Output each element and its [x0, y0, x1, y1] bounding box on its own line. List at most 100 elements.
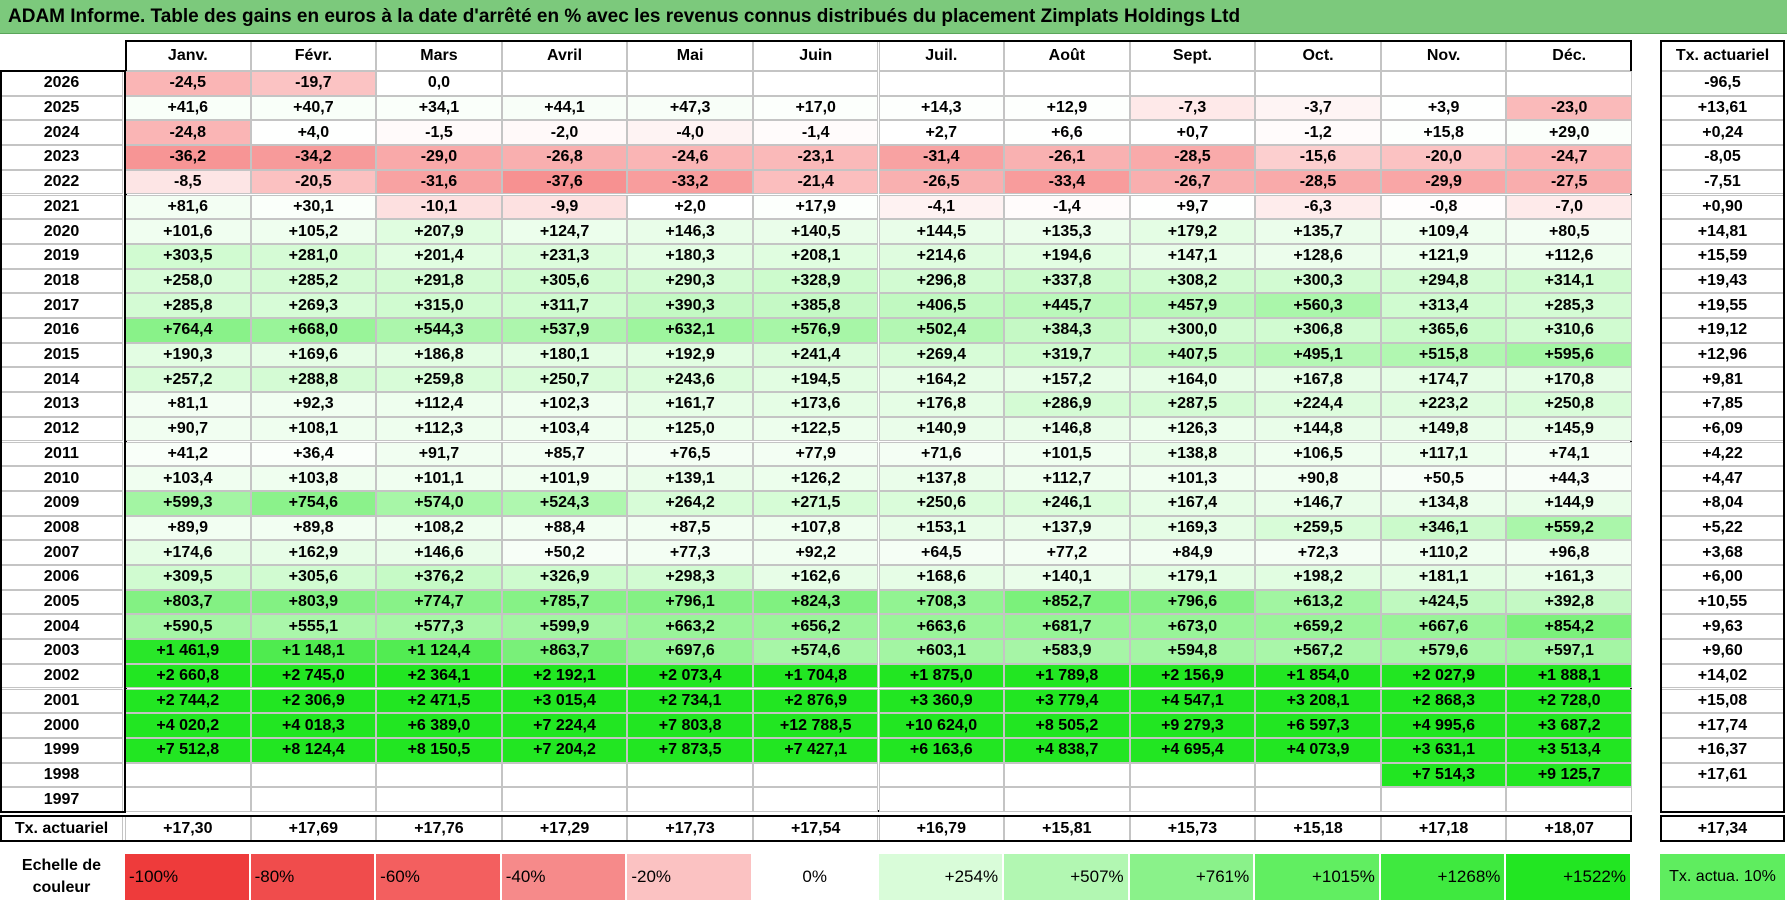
gain-cell: +168,6 — [878, 565, 1005, 590]
gain-cell: +112,7 — [1004, 466, 1130, 491]
gain-cell: +198,2 — [1255, 565, 1381, 590]
gain-cell — [501, 762, 628, 788]
rate-cell — [1660, 787, 1785, 812]
gain-cell: +180,3 — [627, 243, 753, 269]
gain-cell: +659,2 — [1255, 614, 1381, 640]
month-header: Avril — [501, 41, 628, 71]
gain-cell: +314,1 — [1506, 268, 1632, 294]
gain-cell: +3 015,4 — [501, 688, 628, 714]
gain-cell: +103,4 — [125, 466, 251, 491]
gain-cell: +285,2 — [250, 268, 377, 294]
gain-cell: -29,9 — [1380, 169, 1507, 195]
rate-cell: -96,5 — [1660, 71, 1785, 96]
gain-cell: +286,9 — [1004, 392, 1130, 417]
gain-cell: +179,1 — [1129, 565, 1256, 590]
gain-cell: +194,5 — [752, 367, 879, 393]
gain-cell: +2 734,1 — [627, 688, 753, 714]
gain-cell: +194,6 — [1004, 243, 1130, 269]
gain-cell: +169,3 — [1129, 515, 1256, 541]
header-blank — [0, 41, 123, 71]
gain-cell: +207,9 — [376, 219, 502, 244]
gain-cell: +264,2 — [627, 490, 753, 516]
gain-cell: +392,8 — [1506, 589, 1632, 615]
gain-cell: +559,2 — [1506, 515, 1632, 541]
gain-cell: +174,7 — [1380, 367, 1507, 393]
month-header: Mars — [376, 41, 502, 71]
gain-cell: +300,3 — [1255, 268, 1381, 294]
gain-cell: +574,0 — [376, 490, 502, 516]
month-header: Juin — [752, 41, 879, 71]
rate-cell: +19,55 — [1660, 293, 1785, 318]
rate-cell: +5,22 — [1660, 515, 1785, 541]
gain-cell — [125, 762, 251, 788]
gain-cell: +108,1 — [250, 416, 377, 442]
gain-cell — [1004, 71, 1130, 96]
gain-cell: -36,2 — [125, 145, 251, 170]
rate-cell: +17,61 — [1660, 762, 1785, 788]
gain-cell: +105,2 — [250, 219, 377, 244]
gain-cell: +102,3 — [501, 392, 628, 417]
gain-cell: +138,8 — [1129, 441, 1256, 467]
gain-cell: +667,6 — [1380, 614, 1507, 640]
gain-cell: +149,8 — [1380, 416, 1507, 442]
gain-cell: +81,6 — [125, 194, 251, 220]
gain-cell: +72,3 — [1255, 540, 1381, 565]
gain-cell: +71,6 — [878, 441, 1005, 467]
rate-cell: +8,04 — [1660, 490, 1785, 516]
year-label: 2001 — [0, 688, 123, 714]
footer-rate: +17,30 — [125, 815, 251, 842]
rate-cell: +0,24 — [1660, 120, 1785, 146]
gain-cell: +298,3 — [627, 565, 753, 590]
gain-cell: +3,9 — [1380, 95, 1507, 121]
gain-cell: +544,3 — [376, 318, 502, 343]
gain-cell: +90,8 — [1255, 466, 1381, 491]
gain-cell: +85,7 — [501, 441, 628, 467]
year-label: 2024 — [0, 120, 123, 146]
gain-cell: +599,9 — [501, 614, 628, 640]
gain-cell: -1,4 — [1004, 194, 1130, 220]
rate-cell: +7,85 — [1660, 392, 1785, 417]
gain-cell: +9,7 — [1129, 194, 1256, 220]
gain-cell: +17,9 — [752, 194, 879, 220]
gain-cell: -29,0 — [376, 145, 502, 170]
gain-cell: +291,8 — [376, 268, 502, 294]
gain-cell: +90,7 — [125, 416, 251, 442]
gain-cell — [501, 71, 628, 96]
gain-cell: +88,4 — [501, 515, 628, 541]
gain-cell: -24,8 — [125, 120, 251, 146]
gain-cell: +241,4 — [752, 342, 879, 368]
gain-cell: +144,9 — [1506, 490, 1632, 516]
gain-cell: +134,8 — [1380, 490, 1507, 516]
gain-cell: +537,9 — [501, 318, 628, 343]
rate-cell: +4,22 — [1660, 441, 1785, 467]
gain-cell: -23,1 — [752, 145, 879, 170]
year-label: 2026 — [0, 71, 123, 96]
rate-cell: +9,63 — [1660, 614, 1785, 640]
legend-stop: -60% — [376, 854, 500, 900]
gain-cell — [1506, 71, 1632, 96]
gain-cell: +137,8 — [878, 466, 1005, 491]
gain-cell: +613,2 — [1255, 589, 1381, 615]
gain-cell: -15,6 — [1255, 145, 1381, 170]
gain-cell: +326,9 — [501, 565, 628, 590]
gain-cell: +147,1 — [1129, 243, 1256, 269]
gain-cell: +1 888,1 — [1506, 663, 1632, 689]
gain-cell: +590,5 — [125, 614, 251, 640]
rate-cell: +10,55 — [1660, 589, 1785, 615]
year-label: 1999 — [0, 737, 123, 763]
gain-cell: +308,2 — [1129, 268, 1256, 294]
footer-rate: +17,76 — [376, 815, 502, 842]
gain-cell: -9,9 — [501, 194, 628, 220]
gain-cell: -33,4 — [1004, 169, 1130, 195]
month-header: Déc. — [1506, 41, 1632, 71]
gain-cell — [376, 762, 502, 788]
gain-cell: -19,7 — [250, 71, 377, 96]
gain-cell: +311,7 — [501, 293, 628, 318]
gain-cell: +3 208,1 — [1255, 688, 1381, 714]
gain-cell — [1255, 762, 1381, 788]
gain-cell: +162,6 — [752, 565, 879, 590]
year-label: 2013 — [0, 392, 123, 417]
gain-cell: +390,3 — [627, 293, 753, 318]
gain-cell: +7 514,3 — [1380, 762, 1507, 788]
footer-rate: +15,18 — [1255, 815, 1381, 842]
